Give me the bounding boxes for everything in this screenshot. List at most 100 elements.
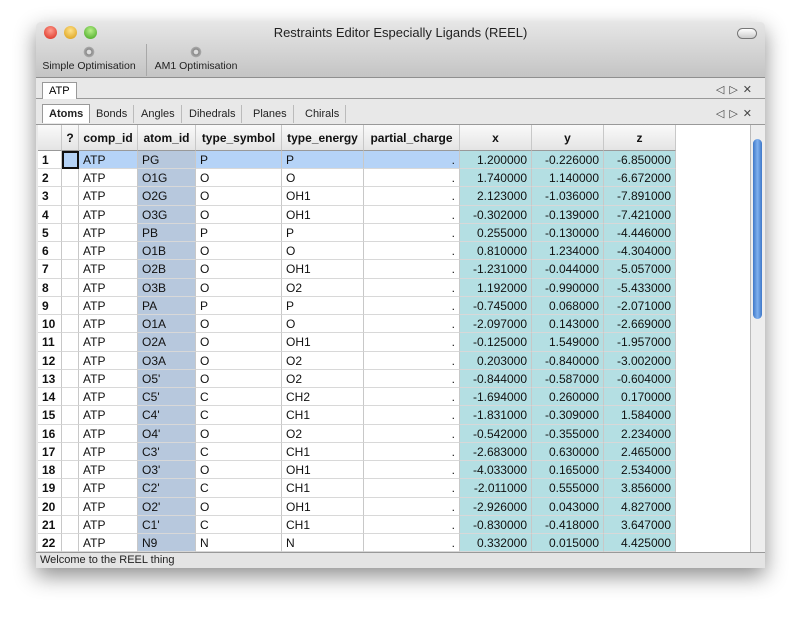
table-cell[interactable]: . — [364, 187, 460, 206]
scrollbar[interactable] — [750, 125, 765, 552]
check-cell[interactable] — [62, 406, 79, 425]
table-cell[interactable]: . — [364, 169, 460, 188]
table-cell[interactable]: -0.604000 — [604, 369, 676, 389]
check-cell[interactable] — [62, 187, 79, 206]
table-cell[interactable]: O — [282, 315, 364, 334]
table-cell[interactable]: . — [364, 479, 460, 498]
table-cell[interactable]: . — [364, 278, 460, 297]
table-cell[interactable]: -4.033000 — [460, 461, 532, 480]
table-cell[interactable]: O — [282, 169, 364, 188]
check-cell[interactable] — [62, 424, 79, 443]
header-cell[interactable]: type_energy — [282, 125, 364, 151]
table-cell[interactable]: 3.647000 — [604, 515, 676, 535]
table-cell[interactable]: 1.740000 — [460, 169, 532, 188]
check-cell[interactable] — [62, 388, 79, 407]
check-cell[interactable] — [62, 442, 79, 462]
sub-tab[interactable]: Atoms — [42, 104, 91, 123]
table-cell[interactable]: 1.234000 — [532, 242, 604, 261]
table-cell[interactable]: -0.840000 — [532, 351, 604, 370]
table-cell[interactable]: CH2 — [282, 388, 364, 407]
header-cell[interactable]: partial_charge — [364, 125, 460, 151]
table-cell[interactable]: O — [196, 278, 282, 297]
table-cell[interactable]: ATP — [79, 315, 138, 334]
table-cell[interactable]: . — [364, 497, 460, 516]
check-cell[interactable] — [62, 151, 79, 170]
table-cell[interactable]: . — [364, 315, 460, 334]
header-cell[interactable]: comp_id — [79, 125, 138, 151]
header-cell[interactable]: x — [460, 125, 532, 151]
check-cell[interactable] — [62, 369, 79, 389]
table-cell[interactable]: ATP — [79, 351, 138, 370]
table-cell[interactable]: 0.165000 — [532, 461, 604, 480]
table-cell[interactable]: -3.002000 — [604, 351, 676, 370]
table-cell[interactable]: ATP — [79, 205, 138, 224]
document-tab[interactable]: ATP — [42, 82, 77, 99]
table-cell[interactable]: -0.745000 — [460, 296, 532, 316]
header-cell[interactable]: type_symbol — [196, 125, 282, 151]
table-cell[interactable]: -2.071000 — [604, 296, 676, 316]
table-cell[interactable]: PA — [138, 296, 196, 316]
table-cell[interactable]: -0.990000 — [532, 278, 604, 297]
table-cell[interactable]: OH1 — [282, 461, 364, 480]
table-cell[interactable]: ATP — [79, 515, 138, 535]
table-cell[interactable]: ATP — [79, 296, 138, 316]
table-cell[interactable]: -4.446000 — [604, 223, 676, 243]
table-cell[interactable]: O5' — [138, 369, 196, 389]
table-cell[interactable]: ATP — [79, 278, 138, 297]
table-cell[interactable]: ATP — [79, 534, 138, 552]
check-cell[interactable] — [62, 534, 79, 552]
table-cell[interactable]: . — [364, 223, 460, 243]
table-cell[interactable]: -5.057000 — [604, 260, 676, 279]
table-cell[interactable]: O — [196, 315, 282, 334]
header-cell[interactable]: z — [604, 125, 676, 151]
table-cell[interactable]: N — [282, 534, 364, 552]
table-cell[interactable]: -2.669000 — [604, 315, 676, 334]
table-cell[interactable]: O — [282, 242, 364, 261]
table-cell[interactable]: O — [196, 242, 282, 261]
table-cell[interactable]: . — [364, 461, 460, 480]
table-cell[interactable]: -1.957000 — [604, 333, 676, 352]
table-cell[interactable]: C — [196, 515, 282, 535]
table-cell[interactable]: 1.140000 — [532, 169, 604, 188]
table-cell[interactable]: 0.332000 — [460, 534, 532, 552]
table-cell[interactable]: -6.850000 — [604, 151, 676, 170]
table-cell[interactable]: O — [196, 169, 282, 188]
tab-controls[interactable]: ◁▷✕ — [715, 108, 757, 120]
table-cell[interactable]: PG — [138, 151, 196, 170]
table-cell[interactable]: 0.810000 — [460, 242, 532, 261]
table-cell[interactable]: C5' — [138, 388, 196, 407]
table-cell[interactable]: P — [282, 296, 364, 316]
sub-tab[interactable]: Bonds — [90, 105, 135, 123]
table-cell[interactable]: 0.255000 — [460, 223, 532, 243]
check-cell[interactable] — [62, 479, 79, 498]
table-cell[interactable]: . — [364, 388, 460, 407]
table-cell[interactable]: 0.630000 — [532, 442, 604, 462]
table-cell[interactable]: C1' — [138, 515, 196, 535]
tab-controls[interactable]: ◁▷✕ — [715, 84, 757, 96]
table-cell[interactable]: P — [196, 223, 282, 243]
toolbar-button[interactable]: Simple Optimisation — [36, 46, 144, 72]
table-cell[interactable]: 1.192000 — [460, 278, 532, 297]
table-cell[interactable]: -7.891000 — [604, 187, 676, 206]
table-cell[interactable]: -1.036000 — [532, 187, 604, 206]
table-cell[interactable]: O2 — [282, 424, 364, 443]
check-cell[interactable] — [62, 296, 79, 316]
table-cell[interactable]: ATP — [79, 369, 138, 389]
table-cell[interactable]: 0.203000 — [460, 351, 532, 370]
table-cell[interactable]: . — [364, 534, 460, 552]
table-cell[interactable]: 0.260000 — [532, 388, 604, 407]
table-cell[interactable]: C2' — [138, 479, 196, 498]
close-button[interactable] — [44, 26, 57, 39]
table-cell[interactable]: ATP — [79, 461, 138, 480]
header-cell[interactable]: atom_id — [138, 125, 196, 151]
table-cell[interactable]: 0.015000 — [532, 534, 604, 552]
table-cell[interactable]: O1G — [138, 169, 196, 188]
table-cell[interactable]: O1B — [138, 242, 196, 261]
table-cell[interactable]: O2 — [282, 351, 364, 370]
table-cell[interactable]: -0.226000 — [532, 151, 604, 170]
table-cell[interactable]: C4' — [138, 406, 196, 425]
table-cell[interactable]: P — [282, 151, 364, 170]
table-cell[interactable]: ATP — [79, 424, 138, 443]
table-cell[interactable]: . — [364, 369, 460, 389]
table-cell[interactable]: ATP — [79, 169, 138, 188]
